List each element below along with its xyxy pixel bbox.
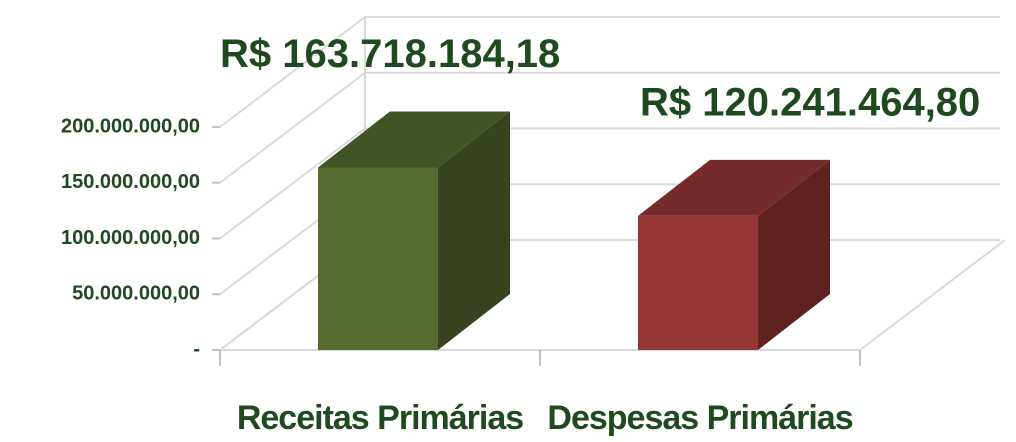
bar-top [318, 111, 510, 168]
y-tick-label: 200.000.000,00 [61, 115, 200, 137]
value-label: R$ 120.241.464,80 [640, 80, 980, 124]
bar-side [758, 159, 830, 350]
bar-top [638, 159, 830, 216]
bar [638, 215, 758, 350]
grid-line [219, 16, 1000, 128]
y-tick-label: 150.000.000,00 [61, 171, 200, 193]
y-tick-label: - [193, 338, 200, 360]
x-tick-label: Despesas Primárias [547, 399, 852, 437]
bar [318, 167, 438, 350]
y-tick-label: 50.000.000,00 [72, 283, 200, 305]
grid-line [219, 71, 1000, 184]
bar-side [438, 111, 510, 350]
value-label: R$ 163.718.184,18 [220, 32, 560, 76]
grid-line [219, 127, 1000, 240]
y-tick-label: 100.000.000,00 [61, 227, 200, 249]
x-tick-label: Receitas Primárias [237, 399, 523, 437]
floor-edge [859, 239, 1006, 351]
